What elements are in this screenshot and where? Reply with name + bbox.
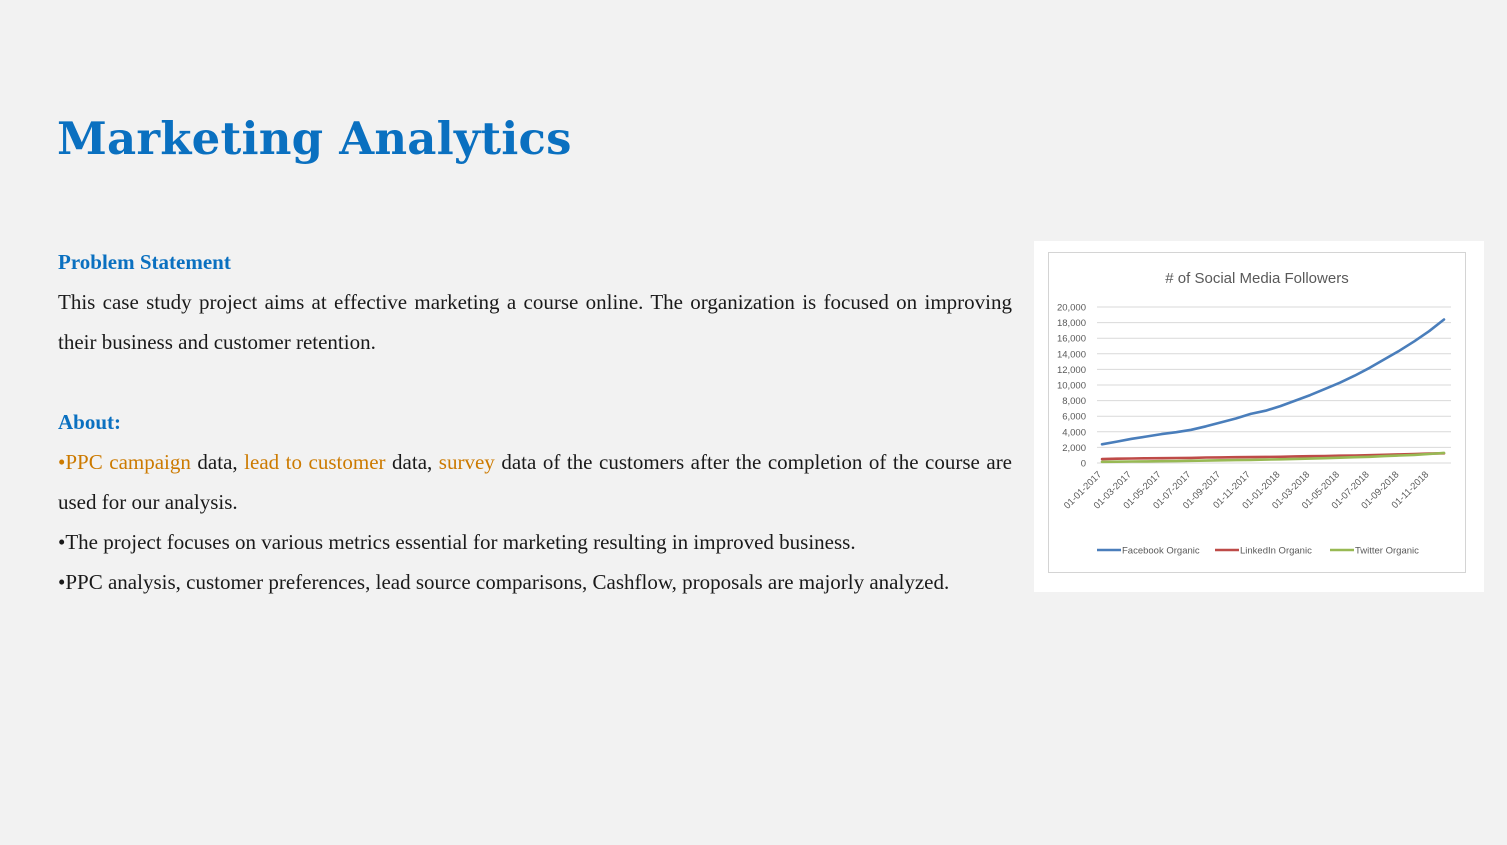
chart-image: # of Social Media Followers 0 2,000 4,000 6… — [1034, 241, 1484, 592]
y-tick-label: 14,000 — [1057, 349, 1086, 360]
page-title: Marketing Analytics — [57, 112, 572, 165]
legend-label: Twitter Organic — [1355, 546, 1419, 557]
spacer — [58, 362, 1012, 402]
social-media-followers-chart: # of Social Media Followers 0 2,000 4,000 6… — [1057, 270, 1451, 557]
problem-statement-heading: Problem Statement — [58, 250, 231, 274]
y-tick-label: 2,000 — [1062, 443, 1086, 454]
y-tick-label: 10,000 — [1057, 381, 1086, 392]
highlight-lead-to-customer: lead to customer — [244, 450, 386, 474]
y-tick-label: 20,000 — [1057, 303, 1086, 314]
bullet-mark: • — [58, 450, 66, 474]
series-line — [1100, 451, 1446, 464]
y-tick-label: 4,000 — [1062, 427, 1086, 438]
bullet-text: data, — [385, 450, 439, 474]
legend-label: Facebook Organic — [1122, 546, 1200, 557]
bullet-text: data of the customers after the completi… — [58, 450, 1013, 514]
y-tick-label: 8,000 — [1062, 396, 1086, 407]
highlight-survey: survey — [438, 450, 495, 474]
chart-title: # of Social Media Followers — [1165, 270, 1348, 287]
y-tick-label: 0 — [1081, 459, 1086, 470]
about-heading: About: — [58, 410, 122, 434]
bullet-text: data, — [190, 450, 245, 474]
y-tick-label: 18,000 — [1057, 318, 1086, 329]
y-tick-label: 6,000 — [1062, 412, 1086, 423]
about-bullet-data-sources: •PPC campaign data, lead to customer dat… — [58, 442, 1012, 522]
y-tick-label: 16,000 — [1057, 334, 1086, 345]
problem-statement-text: This case study project aims at effectiv… — [58, 290, 1012, 354]
text-content: Problem Statement This case study projec… — [58, 242, 1012, 602]
highlight-ppc-campaign: PPC campaign — [65, 450, 191, 474]
chart-frame: # of Social Media Followers 0 2,000 4,000 6… — [1048, 252, 1466, 573]
series-line — [1100, 318, 1446, 446]
y-tick-label: 12,000 — [1057, 365, 1086, 376]
legend-label: LinkedIn Organic — [1240, 546, 1312, 557]
about-bullet-metrics: •The project focuses on various metrics … — [58, 530, 856, 554]
about-bullet-analysis: •PPC analysis, customer preferences, lea… — [58, 570, 950, 594]
